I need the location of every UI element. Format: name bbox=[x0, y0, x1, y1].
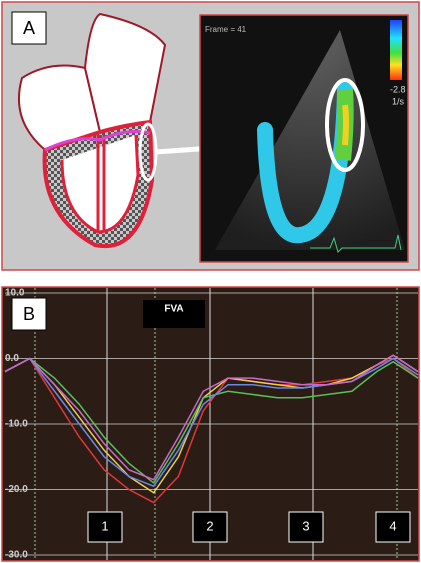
chart-title: FVA bbox=[164, 304, 183, 315]
annotation-box bbox=[192, 511, 228, 543]
annotation-box bbox=[288, 511, 324, 543]
y-tick-label: -30.0 bbox=[5, 550, 28, 561]
annotation: 3 bbox=[302, 518, 309, 533]
panel-label: B bbox=[23, 304, 35, 324]
septum bbox=[96, 135, 106, 232]
series-line bbox=[4, 354, 419, 494]
color-bar bbox=[390, 20, 402, 80]
annotation: 2 bbox=[206, 518, 213, 533]
scale-unit: 1/s bbox=[392, 96, 405, 106]
frame-text: Frame = 41 bbox=[205, 25, 247, 34]
y-tick-label: -20.0 bbox=[5, 484, 28, 495]
ecg-trace bbox=[310, 234, 402, 253]
annotation: 4 bbox=[389, 518, 396, 533]
annotation-box bbox=[87, 511, 123, 543]
panel-label-box bbox=[11, 297, 47, 331]
y-tick-label: 0.0 bbox=[5, 353, 19, 364]
valve-plane bbox=[44, 130, 151, 152]
y-tick-label: 10.0 bbox=[5, 288, 25, 299]
echo-cone bbox=[215, 30, 405, 250]
panel-label-box bbox=[11, 11, 47, 45]
roi-ellipse bbox=[325, 78, 365, 172]
scale-label: -2.8 bbox=[390, 84, 406, 94]
panel-a: A Frame = 41 -2.8 1/s bbox=[1, 1, 420, 271]
panel-label: A bbox=[23, 18, 35, 38]
series bbox=[4, 354, 419, 504]
strain-overlay-peak bbox=[342, 104, 349, 146]
y-tick-label: -10.0 bbox=[5, 419, 28, 430]
annotation-box bbox=[375, 511, 411, 543]
grid: 10.0 0.0 -10.0 -20.0 -30.0 bbox=[5, 288, 418, 561]
annotations: 1 2 3 4 bbox=[87, 511, 411, 543]
annotation: 1 bbox=[101, 518, 108, 533]
panel-b: 10.0 0.0 -10.0 -20.0 -30.0 B FVA 1 2 3 4 bbox=[1, 286, 420, 562]
title-box bbox=[143, 300, 205, 328]
series-line bbox=[4, 354, 419, 481]
